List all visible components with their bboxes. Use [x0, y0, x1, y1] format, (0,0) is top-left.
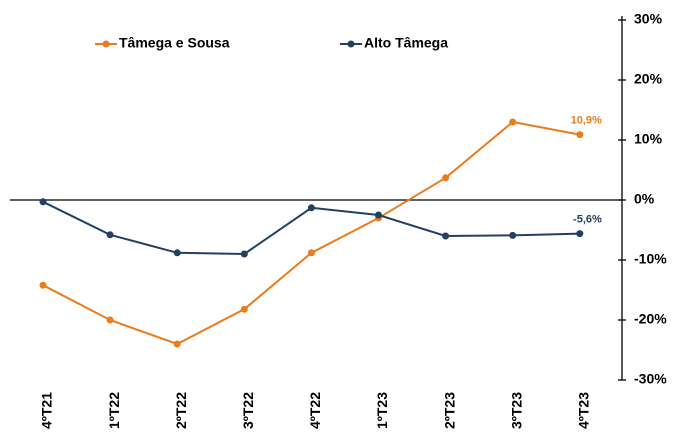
y-tick-label: 0% [634, 191, 655, 207]
x-tick-label: 3ºT23 [508, 392, 524, 429]
legend-label: Tâmega e Sousa [119, 35, 230, 51]
point [39, 198, 47, 206]
point [106, 316, 114, 324]
point [106, 231, 114, 239]
x-tick-label: 1ºT23 [374, 392, 390, 429]
point [173, 249, 181, 257]
point [442, 232, 450, 240]
y-tick-label: 10% [634, 131, 663, 147]
x-tick-label: 1ºT22 [106, 392, 122, 429]
point [509, 118, 517, 126]
legend-marker [347, 40, 355, 48]
x-tick-label: 2ºT23 [441, 392, 457, 429]
x-tick-label: 4ºT21 [39, 392, 55, 429]
point [240, 250, 248, 258]
data-label: 10,9% [571, 115, 602, 127]
x-tick-label: 3ºT22 [240, 392, 256, 429]
y-tick-label: -10% [634, 251, 667, 267]
y-tick-label: 20% [634, 71, 663, 87]
point [375, 211, 382, 219]
point [240, 305, 248, 313]
point [307, 249, 315, 257]
point [39, 281, 47, 289]
x-tick-label: 4ºT23 [576, 392, 592, 429]
point [173, 340, 181, 348]
y-tick-label: -20% [634, 311, 667, 327]
y-tick-label: 30% [634, 11, 663, 27]
x-tick-label: 4ºT22 [307, 392, 323, 429]
y-tick-label: -30% [634, 371, 667, 387]
legend-marker [102, 40, 110, 48]
point [442, 174, 450, 182]
point [576, 131, 584, 139]
legend-label: Alto Tâmega [364, 35, 448, 51]
point [307, 204, 315, 212]
data-label: -5,6% [573, 214, 602, 226]
point [509, 231, 517, 239]
series-line [42, 120, 580, 346]
x-tick-label: 2ºT22 [173, 392, 189, 429]
point [576, 230, 584, 238]
